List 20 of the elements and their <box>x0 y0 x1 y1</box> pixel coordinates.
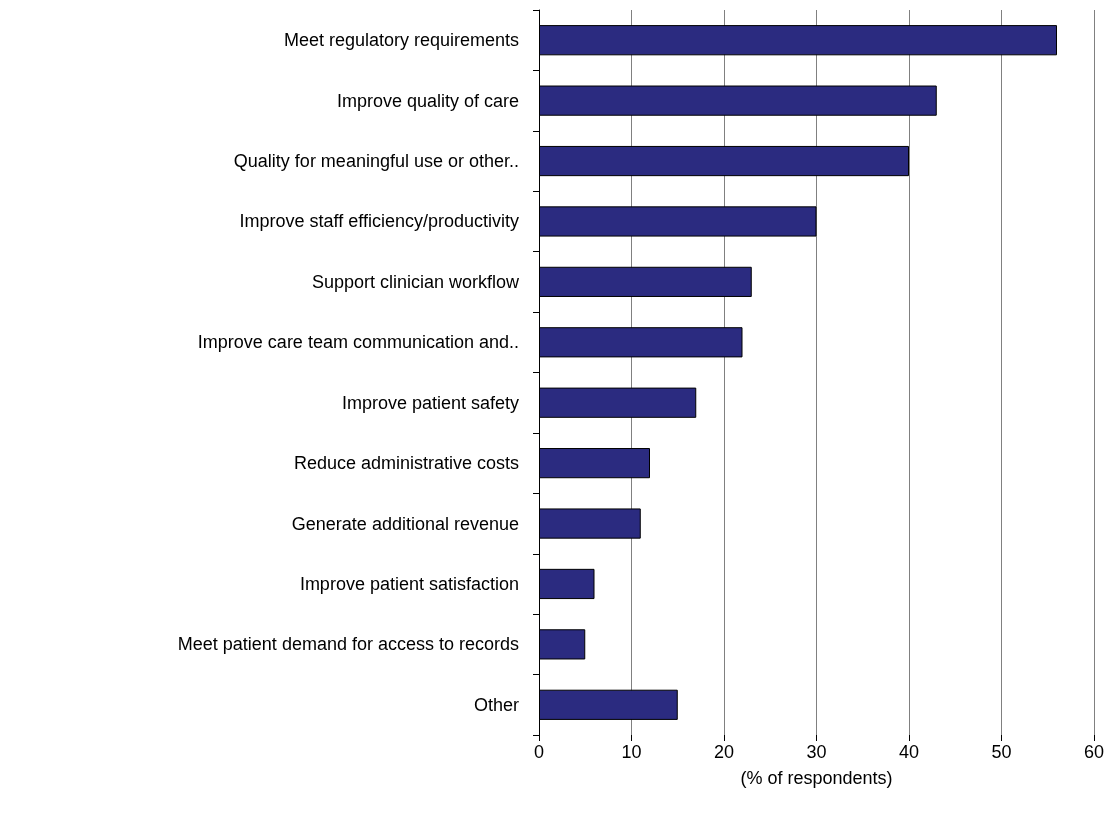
y-tick-label: Meet patient demand for access to records <box>177 634 519 655</box>
y-tick-label: Generate additional revenue <box>291 513 519 534</box>
y-tick-label: Improve patient safety <box>341 392 519 413</box>
y-tick-label: Improve care team communication and.. <box>197 332 519 353</box>
y-tick-label: Other <box>473 694 519 715</box>
y-tick-label: Reduce administrative costs <box>293 453 519 474</box>
y-tick-label: Quality for meaningful use or other.. <box>233 151 519 172</box>
x-tick-label: 40 <box>898 742 920 762</box>
y-tick-label: Improve patient satisfaction <box>299 573 519 594</box>
x-tick-label: 50 <box>991 742 1012 762</box>
x-axis-title: (% of respondents) <box>740 768 893 788</box>
y-tick-label: Support clinician workflow <box>311 271 520 292</box>
x-tick-label: 30 <box>806 742 827 762</box>
x-tick-label: 60 <box>1083 742 1105 762</box>
y-tick-label: Meet regulatory requirements <box>283 30 519 51</box>
y-tick-label: Improve quality of care <box>336 90 519 111</box>
x-tick-label: 0 <box>533 742 545 762</box>
y-tick-label: Improve staff efficiency/productivity <box>239 211 519 232</box>
x-tick-label: 10 <box>621 742 642 762</box>
x-tick-label: 20 <box>713 742 735 762</box>
